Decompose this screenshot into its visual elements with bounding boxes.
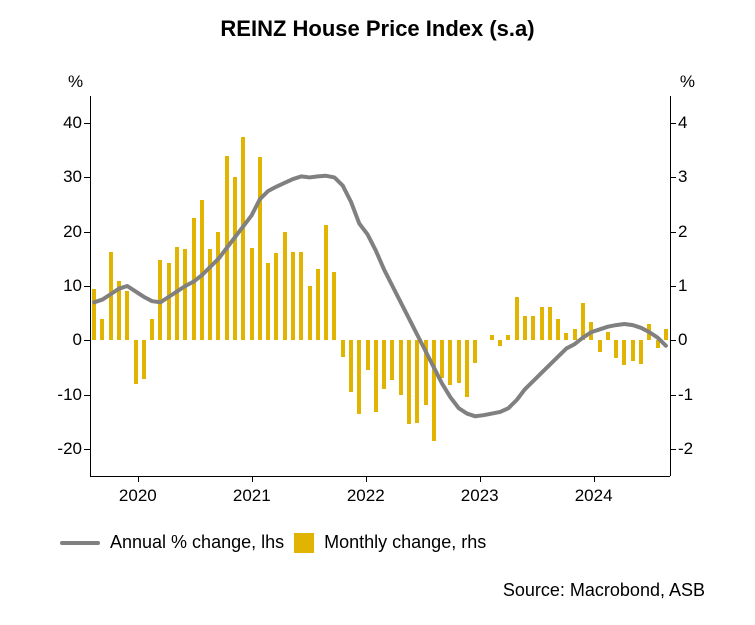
plot-area: -20-10010203040-2-1012342020202120222023… [90,96,670,476]
y-left-axis-label: % [68,72,83,92]
y-left-tick-label: -10 [42,385,82,405]
x-tick-label: 2024 [575,486,613,506]
y-left-tick-label: 10 [42,276,82,296]
x-tick-label: 2023 [461,486,499,506]
y-left-tick-label: -20 [42,439,82,459]
y-right-tick-label: -1 [678,385,718,405]
bottom-axis [90,476,670,477]
y-right-tick-label: 4 [678,113,718,133]
x-tick-label: 2021 [233,486,271,506]
y-left-tick-label: 30 [42,167,82,187]
legend-line-label: Annual % change, lhs [110,532,284,553]
y-right-tick-label: 0 [678,330,718,350]
y-left-tick-label: 20 [42,222,82,242]
annual-change-line [90,96,670,476]
y-right-tick-label: -2 [678,439,718,459]
legend-bar-swatch [294,533,314,553]
x-tick-label: 2020 [119,486,157,506]
y-right-tick-label: 1 [678,276,718,296]
x-tick-label: 2022 [347,486,385,506]
legend-line-swatch [60,541,100,545]
source-label: Source: Macrobond, ASB [503,580,705,601]
right-axis [670,96,671,476]
legend: Annual % change, lhs Monthly change, rhs [60,532,486,553]
legend-bar-label: Monthly change, rhs [324,532,486,553]
y-right-tick-label: 3 [678,167,718,187]
y-right-axis-label: % [680,72,695,92]
y-left-tick-label: 0 [42,330,82,350]
reinz-hpi-chart: REINZ House Price Index (s.a) % % -20-10… [0,0,755,625]
y-left-tick-label: 40 [42,113,82,133]
chart-title: REINZ House Price Index (s.a) [0,16,755,42]
y-right-tick-label: 2 [678,222,718,242]
